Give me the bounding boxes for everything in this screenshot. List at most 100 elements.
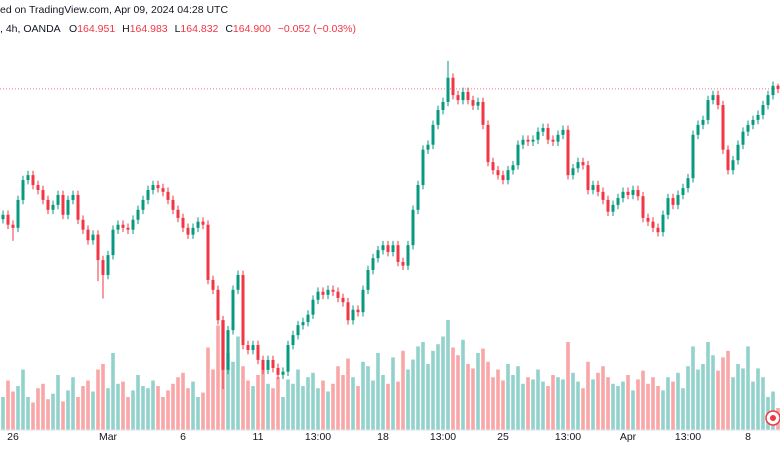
candle-body bbox=[311, 299, 315, 315]
candle-body bbox=[16, 199, 20, 228]
candle-body bbox=[681, 188, 685, 195]
candle-body bbox=[581, 162, 585, 166]
candle-body bbox=[451, 77, 455, 96]
candle-body bbox=[141, 199, 145, 210]
candle-body bbox=[1, 214, 5, 220]
candle-body bbox=[521, 139, 525, 145]
volume-bar bbox=[736, 364, 740, 430]
candle-body bbox=[576, 162, 580, 169]
volume-bar bbox=[731, 377, 735, 430]
volume-bar bbox=[86, 380, 90, 430]
candle-body bbox=[386, 245, 390, 253]
volume-bar bbox=[401, 350, 405, 430]
candle-body bbox=[286, 345, 290, 372]
candle-body bbox=[711, 95, 715, 101]
candle-body bbox=[301, 322, 305, 326]
volume-bar bbox=[416, 346, 420, 430]
candle-body bbox=[676, 194, 680, 205]
volume-bar bbox=[36, 388, 40, 430]
volume-bar bbox=[66, 390, 70, 430]
candle-body bbox=[356, 309, 360, 313]
volume-bar bbox=[526, 377, 530, 430]
volume-bar bbox=[681, 388, 685, 430]
candle-body bbox=[481, 101, 485, 125]
candle-body bbox=[176, 209, 180, 218]
candle-body bbox=[71, 194, 75, 200]
candle-body bbox=[456, 95, 460, 101]
candle-body bbox=[96, 234, 100, 261]
candle-body bbox=[76, 194, 80, 220]
volume-bar bbox=[531, 379, 535, 430]
volume-bar bbox=[321, 380, 325, 430]
candle-body bbox=[506, 170, 510, 181]
volume-bar bbox=[21, 369, 25, 430]
candle-body bbox=[31, 175, 35, 186]
candle-body bbox=[306, 314, 310, 323]
volume-bar bbox=[496, 369, 500, 430]
volume-bar bbox=[306, 377, 310, 430]
candle-body bbox=[151, 185, 155, 190]
candle-body bbox=[731, 160, 735, 171]
volume-bar bbox=[606, 377, 610, 430]
volume-bar bbox=[576, 381, 580, 430]
candle-body bbox=[721, 105, 725, 150]
volume-bar bbox=[371, 380, 375, 430]
candle-body bbox=[101, 260, 105, 275]
candle-body bbox=[111, 229, 115, 256]
candle-body bbox=[446, 77, 450, 102]
candle-body bbox=[381, 245, 385, 251]
volume-bar bbox=[356, 386, 360, 430]
candle-body bbox=[486, 124, 490, 163]
logo-dot bbox=[770, 415, 776, 421]
volume-bar bbox=[691, 346, 695, 430]
candle-body bbox=[336, 291, 340, 298]
candle-body bbox=[421, 149, 425, 186]
volume-bar bbox=[241, 366, 245, 430]
candle-body bbox=[236, 274, 240, 290]
candle-body bbox=[66, 199, 70, 215]
volume-bar bbox=[756, 368, 760, 430]
volume-bar bbox=[441, 336, 445, 430]
candle-body bbox=[196, 221, 200, 228]
volume-bar bbox=[286, 379, 290, 430]
candle-body bbox=[756, 114, 760, 120]
candle-body bbox=[171, 199, 175, 210]
volume-bar bbox=[111, 353, 115, 430]
volume-bar bbox=[296, 369, 300, 430]
volume-bar bbox=[6, 380, 10, 430]
volume-bar bbox=[176, 377, 180, 430]
candle-body bbox=[426, 144, 430, 150]
candle-body bbox=[136, 209, 140, 220]
candle-body bbox=[146, 190, 150, 200]
volume-bar bbox=[81, 386, 85, 430]
candle-body bbox=[461, 92, 465, 101]
volume-bar bbox=[671, 381, 675, 430]
volume-bar bbox=[716, 370, 720, 430]
candle-body bbox=[396, 245, 400, 262]
candle-body bbox=[491, 162, 495, 171]
candle-body bbox=[556, 134, 560, 142]
candle-body bbox=[166, 191, 170, 200]
candle-body bbox=[666, 198, 670, 215]
volume-bar bbox=[116, 383, 120, 430]
volume-bar bbox=[611, 383, 615, 430]
volume-bar bbox=[471, 368, 475, 430]
candle-body bbox=[256, 345, 260, 360]
volume-bar bbox=[516, 366, 520, 430]
candle-body bbox=[221, 320, 225, 370]
x-tick-label: 13:00 bbox=[555, 431, 581, 443]
candle-body bbox=[86, 229, 90, 241]
candle-body bbox=[601, 191, 605, 200]
candle-body bbox=[636, 190, 640, 197]
candle-body bbox=[56, 194, 60, 205]
volume-bar bbox=[31, 402, 35, 430]
candle-body bbox=[271, 359, 275, 368]
candle-body bbox=[771, 85, 775, 96]
volume-bar bbox=[231, 361, 235, 430]
candle-body bbox=[651, 221, 655, 228]
volume-bar bbox=[166, 390, 170, 430]
volume-bar bbox=[406, 369, 410, 430]
volume-bar bbox=[311, 372, 315, 430]
candle-body bbox=[751, 119, 755, 125]
